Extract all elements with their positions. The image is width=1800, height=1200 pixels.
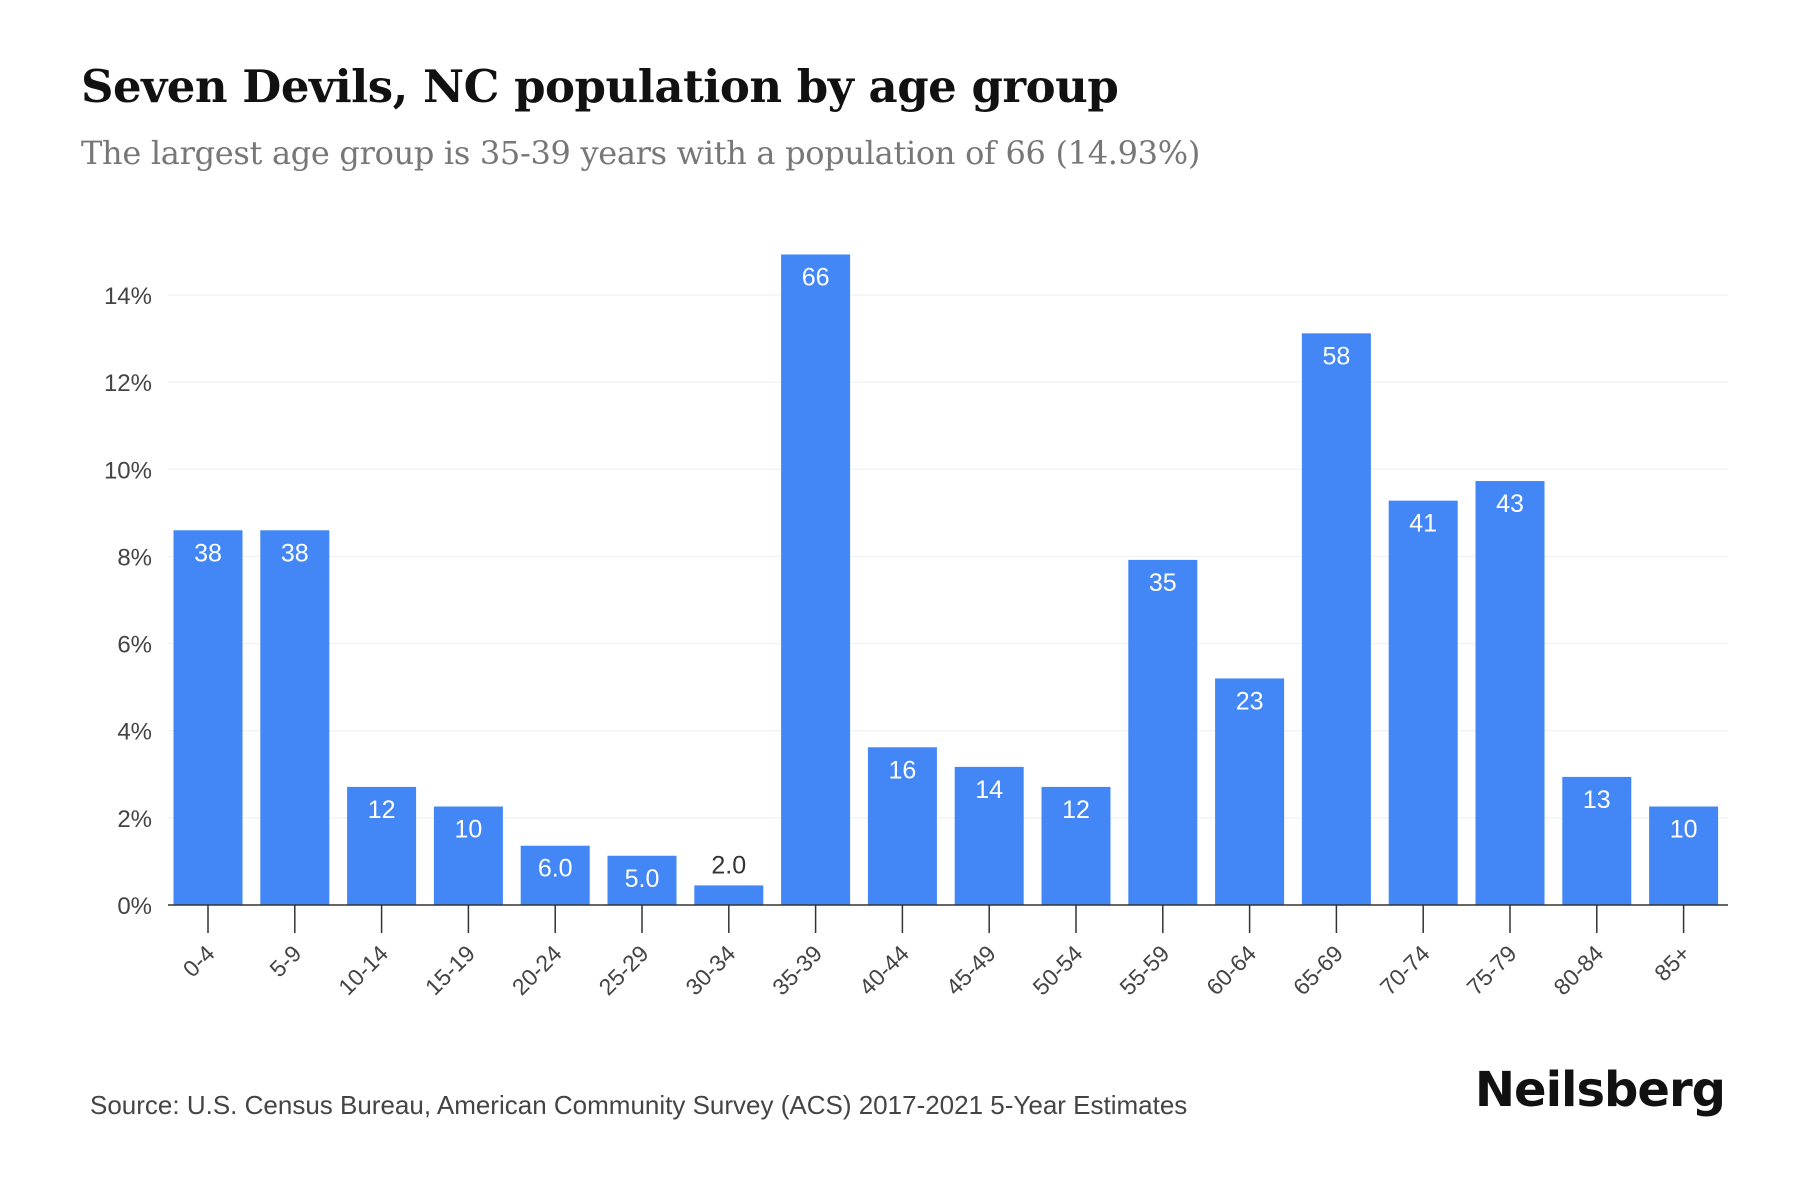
x-tick-label: 65-69	[1288, 940, 1348, 1000]
data-label: 12	[1062, 796, 1090, 824]
y-tick-label: 10%	[104, 457, 152, 484]
data-label: 12	[368, 796, 396, 824]
source-note: Source: U.S. Census Bureau, American Com…	[90, 1090, 1188, 1120]
bar	[1215, 678, 1285, 905]
bar	[1562, 776, 1632, 905]
bar	[954, 766, 1024, 905]
data-label: 10	[1670, 816, 1698, 844]
data-label: 66	[802, 263, 830, 291]
bar	[694, 885, 764, 905]
bar	[1128, 559, 1198, 905]
x-tick-label: 55-59	[1114, 940, 1174, 1000]
bar	[781, 254, 851, 905]
bar	[1388, 500, 1458, 905]
bar	[520, 845, 590, 905]
x-tick-label: 15-19	[420, 940, 480, 1000]
neilsberg-logo: Neilsberg	[1474, 1062, 1726, 1118]
x-tick-label: 60-64	[1201, 940, 1261, 1000]
x-tick-label: 70-74	[1375, 940, 1435, 1000]
data-label: 14	[975, 776, 1003, 804]
data-label: 10	[454, 816, 482, 844]
data-label: 58	[1322, 342, 1350, 370]
y-tick-label: 6%	[117, 632, 152, 659]
x-tick-label: 50-54	[1028, 940, 1088, 1000]
bar	[347, 786, 417, 905]
y-tick-label: 0%	[117, 893, 152, 920]
bar	[867, 747, 937, 905]
bar	[260, 530, 330, 905]
chart-title: Seven Devils, NC population by age group	[81, 60, 1119, 113]
data-label: 38	[194, 539, 222, 567]
x-tick-label: 30-34	[680, 940, 740, 1000]
bar	[1301, 333, 1371, 905]
bar-chart: 0% 2% 4% 6% 8% 10% 12% 14% 38 0-4 38 5-9 12 10-14 10 15…	[104, 254, 1728, 1000]
bar	[1649, 806, 1719, 905]
data-label: 2.0	[711, 851, 746, 879]
y-tick-label: 12%	[104, 370, 152, 397]
data-label: 5.0	[625, 865, 660, 893]
bar	[1041, 786, 1111, 905]
x-tick-label: 35-39	[767, 940, 827, 1000]
data-label: 41	[1409, 510, 1437, 538]
x-tick-label: 75-79	[1462, 940, 1522, 1000]
bar	[607, 855, 677, 905]
data-label: 6.0	[538, 855, 573, 883]
y-tick-label: 14%	[104, 283, 152, 310]
chart-subtitle: The largest age group is 35-39 years wit…	[81, 134, 1201, 172]
x-tick-label: 45-49	[941, 940, 1001, 1000]
y-tick-label: 4%	[117, 719, 152, 746]
x-tick-label: 10-14	[333, 940, 393, 1000]
x-tick-label: 85+	[1649, 940, 1695, 986]
data-label: 43	[1496, 490, 1524, 518]
x-tick-label: 5-9	[264, 940, 306, 982]
x-tick-label: 80-84	[1548, 940, 1608, 1000]
bar	[173, 530, 243, 905]
y-tick-label: 8%	[117, 544, 152, 571]
data-label: 35	[1149, 569, 1177, 597]
data-label: 38	[281, 539, 309, 567]
bar	[1475, 481, 1545, 905]
data-label: 23	[1236, 687, 1264, 715]
y-tick-label: 2%	[117, 806, 152, 833]
x-tick-label: 25-29	[594, 940, 654, 1000]
bar	[433, 806, 503, 905]
x-tick-label: 0-4	[178, 940, 220, 982]
x-tick-label: 40-44	[854, 940, 914, 1000]
data-label: 16	[888, 756, 916, 784]
x-tick-label: 20-24	[507, 940, 567, 1000]
data-label: 13	[1583, 786, 1611, 814]
